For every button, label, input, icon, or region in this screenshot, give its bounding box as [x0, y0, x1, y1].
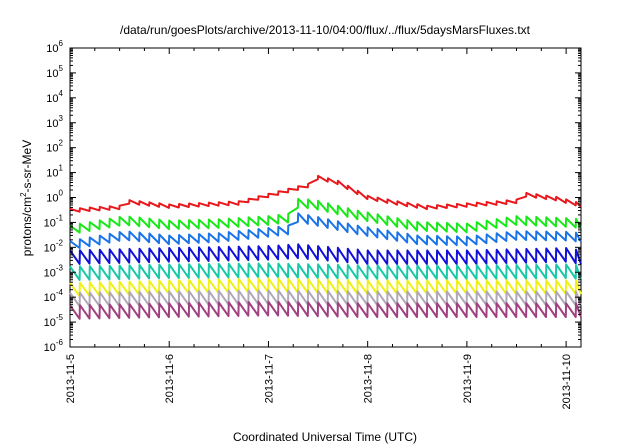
- y-tick-base: 10: [46, 143, 58, 155]
- y-tick-exponent: 5: [59, 64, 64, 73]
- y-tick-base: 10: [44, 292, 56, 304]
- x-tick-label: 2013-11-6: [164, 354, 176, 403]
- y-tick-exponent: 6: [59, 39, 64, 48]
- y-tick-label: 10-1: [44, 213, 64, 229]
- y-tick-label: 104: [46, 89, 63, 105]
- y-tick-base: 10: [46, 43, 58, 55]
- y-axis-label-main: protons/cm: [20, 197, 34, 256]
- y-tick-exponent: 3: [59, 114, 64, 123]
- series-line-8: [69, 300, 582, 320]
- y-tick-base: 10: [46, 168, 58, 180]
- series-line-6: [69, 277, 582, 298]
- y-tick-base: 10: [44, 317, 56, 329]
- y-tick-exponent: -3: [56, 263, 64, 272]
- y-tick-label: 105: [46, 64, 63, 80]
- y-tick-label: 101: [46, 164, 63, 180]
- series-line-3: [69, 212, 582, 249]
- x-axis-label: Coordinated Universal Time (UTC): [233, 430, 417, 444]
- series-line-4: [69, 243, 582, 266]
- y-tick-base: 10: [44, 342, 56, 354]
- y-tick-base: 10: [44, 217, 56, 229]
- y-tick-label: 100: [46, 189, 63, 205]
- series-line-1: [69, 174, 582, 213]
- series-line-2: [69, 197, 582, 234]
- y-axis: 10-610-510-410-310-210-11001011021031041…: [44, 39, 581, 354]
- y-tick-base: 10: [46, 68, 58, 80]
- y-axis-label: protons/cm2-s-sr-MeV: [19, 140, 34, 256]
- y-tick-label: 10-2: [44, 238, 64, 254]
- y-tick-exponent: -4: [56, 288, 64, 297]
- y-tick-exponent: 1: [59, 164, 64, 173]
- chart-title: /data/run/goesPlots/archive/2013-11-10/0…: [120, 23, 531, 37]
- x-tick-label: 2013-11-10: [561, 354, 573, 409]
- y-tick-exponent: 4: [59, 89, 64, 98]
- y-tick-label: 10-3: [44, 263, 64, 279]
- series-line-5: [69, 262, 582, 281]
- series-layer: [69, 174, 582, 320]
- y-tick-label: 10-5: [44, 313, 64, 329]
- y-tick-exponent: -2: [56, 238, 64, 247]
- y-tick-label: 102: [46, 139, 63, 155]
- y-tick-exponent: -1: [56, 213, 64, 222]
- x-axis: 2013-11-5 2013-11-6 2013-11-7 2013-11-8 2013…: [65, 48, 573, 409]
- y-tick-label: 106: [46, 39, 63, 55]
- x-tick-label: 2013-11-9: [462, 354, 474, 403]
- y-tick-exponent: 2: [59, 139, 64, 148]
- x-tick-label: 2013-11-5: [65, 354, 77, 403]
- y-tick-base: 10: [46, 193, 58, 205]
- y-tick-exponent: 0: [59, 189, 64, 198]
- y-tick-label: 103: [46, 114, 63, 130]
- x-tick-label: 2013-11-8: [363, 354, 375, 403]
- x-tick-label: 2013-11-7: [263, 354, 275, 403]
- y-axis-label-sup: 2: [19, 192, 28, 197]
- y-tick-exponent: -6: [56, 338, 64, 347]
- y-tick-base: 10: [46, 93, 58, 105]
- y-tick-exponent: -5: [56, 313, 64, 322]
- y-tick-label: 10-6: [44, 338, 64, 354]
- y-tick-base: 10: [44, 242, 56, 254]
- y-axis-label-rest: -s-sr-MeV: [20, 140, 34, 193]
- y-tick-base: 10: [44, 267, 56, 279]
- y-tick-label: 10-4: [44, 288, 64, 304]
- y-tick-base: 10: [46, 118, 58, 130]
